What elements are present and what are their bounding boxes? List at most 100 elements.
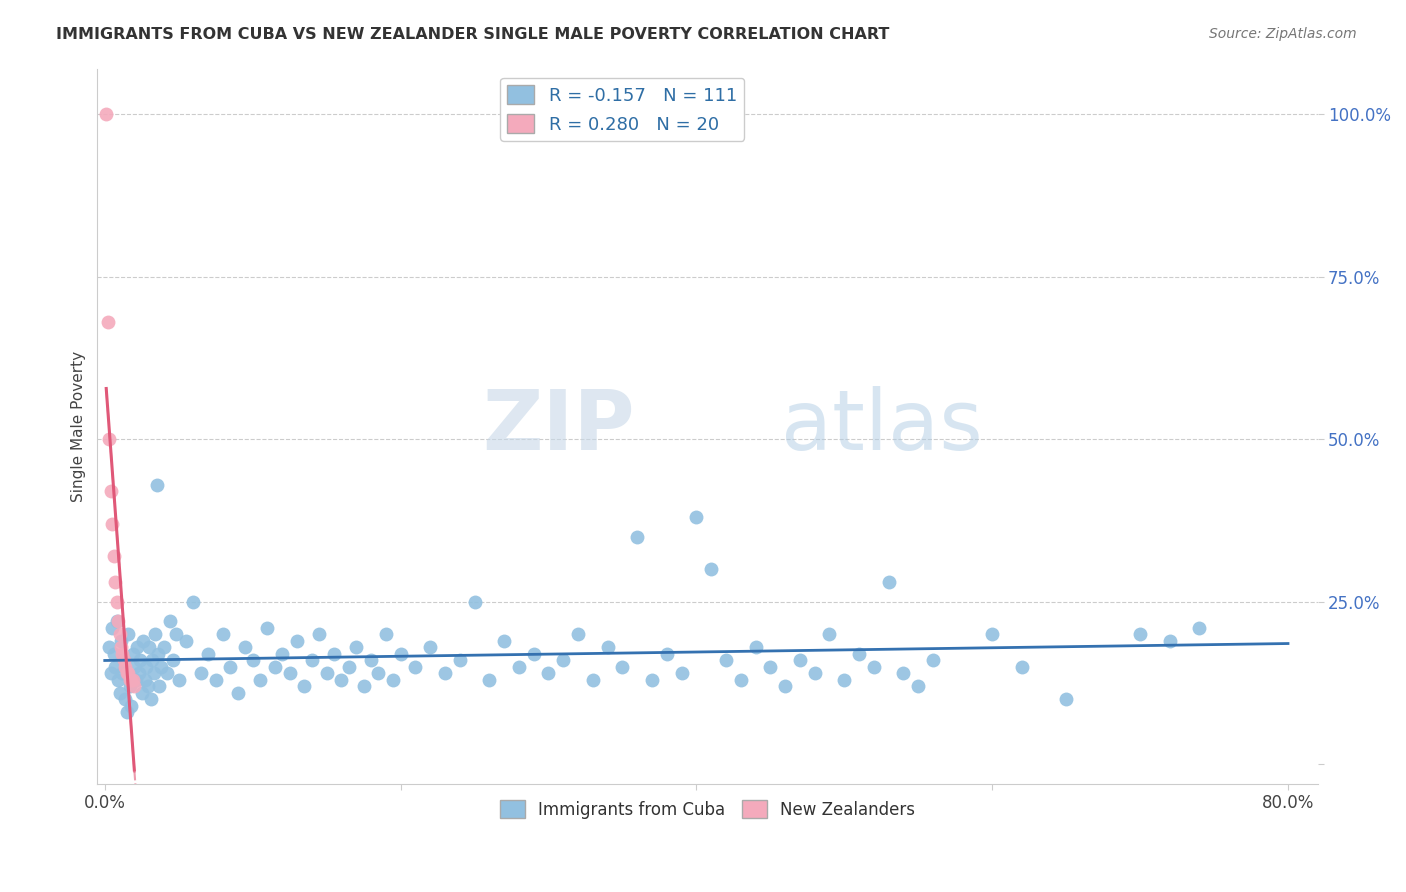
- Point: [1011, 659, 1033, 673]
- Point: [103, 549, 125, 564]
- Point: [121, 647, 143, 661]
- Point: [744, 640, 766, 655]
- Point: [131, 686, 153, 700]
- Point: [582, 673, 605, 687]
- Point: [120, 698, 142, 713]
- Point: [922, 653, 945, 667]
- Point: [219, 659, 242, 673]
- Point: [877, 575, 900, 590]
- Point: [1188, 621, 1211, 635]
- Point: [145, 477, 167, 491]
- Point: [308, 627, 330, 641]
- Point: [204, 673, 226, 687]
- Point: [162, 653, 184, 667]
- Point: [353, 679, 375, 693]
- Point: [108, 686, 131, 700]
- Point: [146, 647, 169, 661]
- Point: [612, 659, 634, 673]
- Text: Source: ZipAtlas.com: Source: ZipAtlas.com: [1209, 27, 1357, 41]
- Point: [226, 686, 249, 700]
- Point: [136, 679, 159, 693]
- Point: [789, 653, 811, 667]
- Text: ZIP: ZIP: [482, 385, 634, 467]
- Point: [803, 666, 825, 681]
- Point: [523, 647, 546, 661]
- Point: [553, 653, 575, 667]
- Point: [907, 679, 929, 693]
- Point: [96, 107, 118, 121]
- Point: [655, 647, 678, 661]
- Point: [832, 673, 855, 687]
- Point: [100, 666, 122, 681]
- Point: [700, 562, 723, 576]
- Point: [249, 673, 271, 687]
- Point: [863, 659, 886, 673]
- Point: [212, 627, 235, 641]
- Point: [135, 659, 157, 673]
- Point: [449, 653, 471, 667]
- Point: [730, 673, 752, 687]
- Point: [714, 653, 737, 667]
- Point: [419, 640, 441, 655]
- Point: [323, 647, 346, 661]
- Point: [596, 640, 619, 655]
- Point: [344, 640, 367, 655]
- Point: [183, 595, 205, 609]
- Point: [101, 621, 124, 635]
- Point: [112, 653, 135, 667]
- Point: [121, 673, 143, 687]
- Text: atlas: atlas: [780, 385, 983, 467]
- Point: [360, 653, 382, 667]
- Point: [197, 647, 219, 661]
- Point: [893, 666, 915, 681]
- Point: [148, 679, 170, 693]
- Point: [263, 659, 285, 673]
- Point: [537, 666, 560, 681]
- Point: [110, 633, 132, 648]
- Point: [149, 659, 172, 673]
- Point: [278, 666, 301, 681]
- Point: [107, 673, 129, 687]
- Point: [101, 516, 124, 531]
- Point: [382, 673, 405, 687]
- Point: [567, 627, 589, 641]
- Point: [818, 627, 841, 641]
- Point: [114, 692, 136, 706]
- Point: [153, 640, 176, 655]
- Point: [315, 666, 337, 681]
- Point: [174, 633, 197, 648]
- Point: [156, 666, 179, 681]
- Point: [337, 659, 360, 673]
- Point: [773, 679, 796, 693]
- Point: [111, 666, 134, 681]
- Point: [114, 659, 136, 673]
- Y-axis label: Single Male Poverty: Single Male Poverty: [72, 351, 86, 501]
- Point: [141, 653, 163, 667]
- Point: [685, 510, 707, 524]
- Point: [641, 673, 664, 687]
- Point: [125, 673, 148, 687]
- Point: [118, 673, 141, 687]
- Point: [848, 647, 870, 661]
- Point: [165, 627, 187, 641]
- Point: [124, 679, 146, 693]
- Point: [143, 627, 166, 641]
- Point: [104, 659, 127, 673]
- Point: [1129, 627, 1152, 641]
- Point: [115, 666, 138, 681]
- Point: [142, 666, 165, 681]
- Point: [285, 633, 308, 648]
- Point: [105, 614, 128, 628]
- Point: [330, 673, 353, 687]
- Point: [115, 705, 138, 719]
- Point: [233, 640, 256, 655]
- Point: [389, 647, 412, 661]
- Legend: Immigrants from Cuba, New Zealanders: Immigrants from Cuba, New Zealanders: [494, 794, 922, 825]
- Point: [367, 666, 389, 681]
- Point: [118, 679, 141, 693]
- Point: [167, 673, 190, 687]
- Point: [120, 673, 142, 687]
- Point: [97, 315, 120, 329]
- Point: [107, 614, 129, 628]
- Point: [105, 595, 128, 609]
